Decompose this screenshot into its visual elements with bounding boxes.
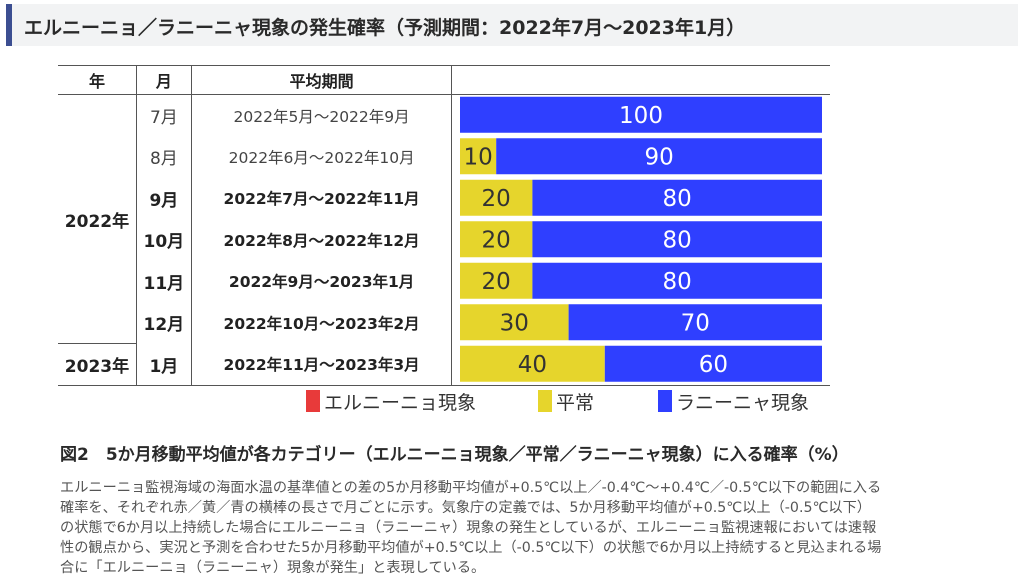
year-cell: 2023年 bbox=[58, 343, 137, 386]
bar-segment bbox=[496, 138, 822, 175]
bar-row: 20 80 bbox=[460, 179, 822, 216]
figure-caption-body: エルニーニョ監視海域の海面水温の基準値との差の5か月移動平均値が+0.5℃以上／… bbox=[60, 478, 1010, 578]
legend-swatch bbox=[658, 390, 672, 412]
page-header: エルニーニョ／ラニーニャ現象の発生確率（予測期間：2022年7月～2023年1月… bbox=[6, 4, 1018, 46]
bar-value-label: 20 bbox=[482, 269, 511, 295]
bar-row: 100 bbox=[460, 96, 822, 133]
bar-segment bbox=[460, 179, 533, 216]
bar-value-label: 40 bbox=[518, 352, 547, 378]
probability-chart: 年月平均期間 2022年 7月 2022年5月～2022年9月 8月 2022年6月～20… bbox=[58, 65, 830, 386]
month-cell: 12月 bbox=[136, 302, 192, 344]
period-cell: 2022年5月～2022年9月 bbox=[191, 94, 453, 136]
bar-segment bbox=[460, 138, 497, 175]
bar-value-label: 20 bbox=[482, 186, 511, 212]
bar-row: 10 90 bbox=[460, 138, 822, 175]
caption-line: 確率を、それぞれ赤／黄／青の横棒の長さで月ごとに示す。気象庁の定義では、5か月移… bbox=[60, 500, 871, 516]
chart-legend: エルニーニョ現象 平常 ラニーニャ現象 bbox=[306, 388, 826, 414]
bar-row: 20 80 bbox=[460, 262, 822, 299]
legend-label: 平常 bbox=[556, 391, 595, 414]
bar-value-label: 80 bbox=[663, 186, 692, 212]
caption-line: 性の観点から、実況と予測を合わせた5か月移動平均値が+0.5℃以上（-0.5℃以… bbox=[60, 540, 882, 556]
table-row: 11月 2022年9月～2023年1月 bbox=[58, 260, 830, 302]
bar-row: 40 60 bbox=[460, 345, 822, 382]
bar-segment bbox=[460, 345, 605, 382]
month-cell: 11月 bbox=[136, 260, 192, 302]
bar-segment bbox=[532, 221, 822, 258]
bar-value-label: 20 bbox=[482, 227, 511, 253]
legend-swatch bbox=[306, 390, 320, 412]
column-header: 月 bbox=[136, 65, 192, 95]
bar-segment bbox=[460, 221, 533, 258]
period-cell: 2022年6月～2022年10月 bbox=[191, 136, 453, 178]
bar-segment bbox=[460, 304, 569, 341]
month-cell: 9月 bbox=[136, 177, 192, 219]
bar-value-label: 80 bbox=[663, 227, 692, 253]
period-cell: 2022年10月～2023年2月 bbox=[191, 302, 453, 344]
bar-value-label: 80 bbox=[663, 269, 692, 295]
page-title: エルニーニョ／ラニーニャ現象の発生確率（予測期間：2022年7月～2023年1月… bbox=[24, 17, 746, 39]
bar-value-label: 90 bbox=[644, 144, 673, 170]
table-row: 2022年 7月 2022年5月～2022年9月 bbox=[58, 94, 830, 344]
period-cell: 2022年7月～2022年11月 bbox=[191, 177, 453, 219]
month-cell: 10月 bbox=[136, 219, 192, 261]
bar-value-label: 10 bbox=[463, 144, 492, 170]
caption-line: 合に「エルニーニョ（ラニーニャ）現象が発生」と表現している。 bbox=[60, 560, 486, 576]
bar-value-label: 60 bbox=[699, 352, 728, 378]
bar-row: 20 80 bbox=[460, 221, 822, 258]
column-header: 平均期間 bbox=[191, 65, 453, 95]
legend-item: 平常 bbox=[538, 388, 594, 414]
month-cell: 7月 bbox=[136, 94, 192, 136]
legend-label: エルニーニョ現象 bbox=[324, 391, 477, 414]
figure-caption-title: 図2 5か月移動平均値が各カテゴリー（エルニーニョ現象／平常／ラニーニャ現象）に… bbox=[60, 445, 849, 465]
bar-row: 30 70 bbox=[460, 304, 822, 341]
year-cell: 2022年 bbox=[58, 94, 137, 344]
bar-value-label: 100 bbox=[619, 103, 663, 129]
table-row: 10月 2022年8月～2022年12月 bbox=[58, 219, 830, 261]
caption-line: の状態で6か月以上持続した場合にエルニーニョ（ラニーニャ）現象の発生としているが… bbox=[60, 520, 877, 536]
month-cell: 1月 bbox=[136, 343, 192, 386]
bar-header-cell bbox=[451, 65, 830, 95]
table-row: 8月 2022年6月～2022年10月 bbox=[58, 136, 830, 178]
table-header-row: 年月平均期間 bbox=[58, 65, 830, 95]
table-row: 12月 2022年10月～2023年2月 bbox=[58, 302, 830, 344]
legend-swatch bbox=[538, 390, 552, 412]
bar-segment bbox=[532, 179, 822, 216]
bar-segment bbox=[532, 262, 822, 299]
legend-item: エルニーニョ現象 bbox=[306, 388, 476, 414]
bar-segment bbox=[460, 96, 822, 133]
period-cell: 2022年9月～2023年1月 bbox=[191, 260, 453, 302]
bar-segment bbox=[460, 262, 533, 299]
period-cell: 2022年8月～2022年12月 bbox=[191, 219, 453, 261]
legend-label: ラニーニャ現象 bbox=[676, 391, 810, 414]
table-row: 9月 2022年7月～2022年11月 bbox=[58, 177, 830, 219]
period-cell: 2022年11月～2023年3月 bbox=[191, 343, 453, 386]
legend-item: ラニーニャ現象 bbox=[658, 388, 809, 414]
bar-value-label: 30 bbox=[500, 310, 529, 336]
bar-value-label: 70 bbox=[681, 310, 710, 336]
month-cell: 8月 bbox=[136, 136, 192, 178]
column-header: 年 bbox=[58, 65, 137, 95]
bar-segment bbox=[604, 345, 822, 382]
caption-line: エルニーニョ監視海域の海面水温の基準値との差の5か月移動平均値が+0.5℃以上／… bbox=[60, 480, 882, 496]
bar-segment bbox=[568, 304, 822, 341]
